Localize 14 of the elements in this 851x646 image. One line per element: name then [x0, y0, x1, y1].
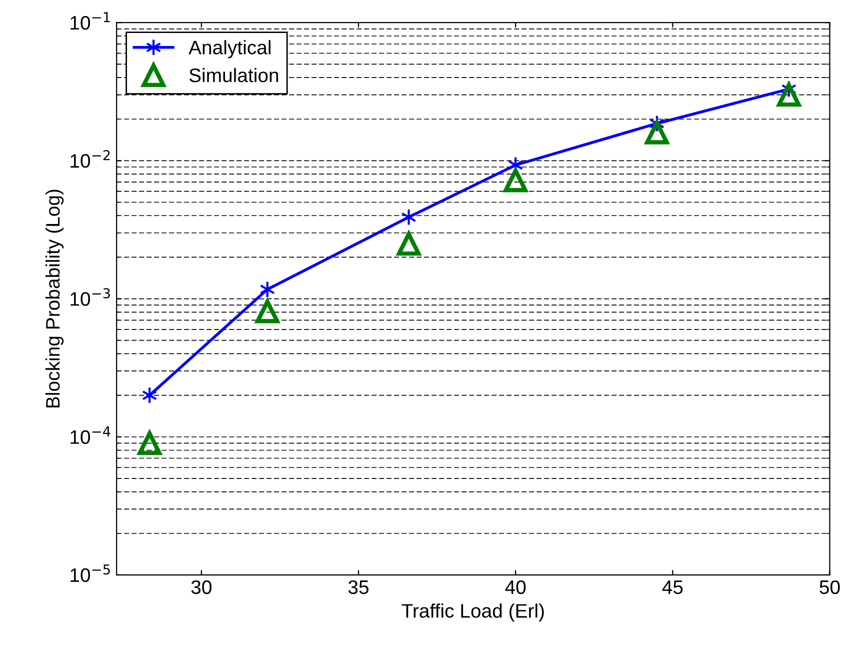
x-axis-title: Traffic Load (Erl) [402, 603, 544, 622]
x-tick-label: 45 [662, 580, 683, 594]
y-axis-title: Blocking Probability (Log) [45, 190, 64, 408]
y-tick-label: 10$^{−4}$ [70, 426, 110, 444]
y-tick-label: 10$^{−1}$ [70, 12, 110, 30]
x-tick-label: 35 [348, 580, 368, 594]
y-tick-label: 10$^{−2}$ [70, 150, 110, 168]
legend-label: Analytical [188, 40, 270, 58]
x-tick-label: 50 [820, 580, 840, 594]
y-tick-label: 10$^{−3}$ [70, 288, 110, 306]
x-tick-label: 30 [191, 580, 212, 594]
legend-label: Simulation [189, 68, 278, 82]
x-tick-label: 40 [505, 580, 526, 594]
y-tick-label: 10$^{−5}$ [70, 564, 110, 582]
